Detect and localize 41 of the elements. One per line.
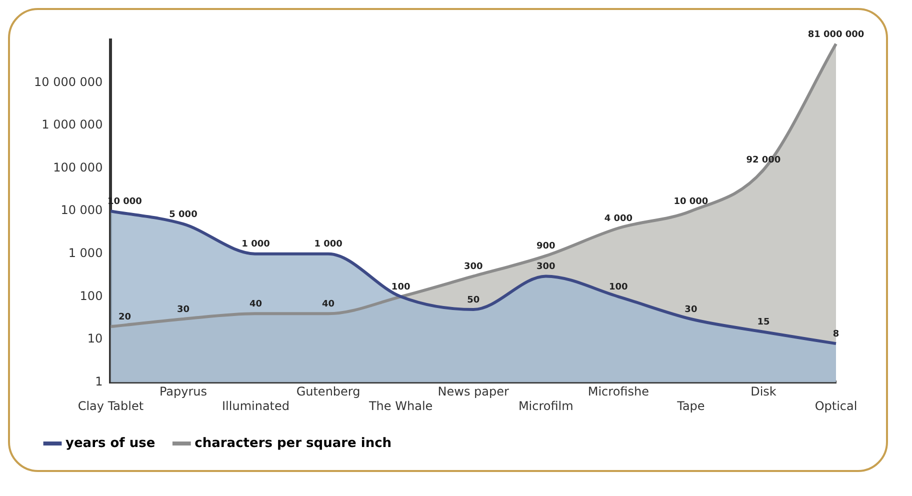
legend-label: years of use — [66, 436, 156, 451]
y-tick-label: 1 — [95, 374, 103, 388]
x-tick-label: Microfilm — [518, 398, 574, 413]
y-tick-label: 100 000 — [53, 160, 103, 174]
x-tick-label: Microfishe — [588, 384, 649, 399]
data-label: 50 — [467, 295, 480, 306]
data-label: 20 — [118, 312, 131, 322]
data-label: 300 — [464, 262, 483, 272]
data-label: 30 — [176, 304, 190, 315]
data-label: 40 — [250, 300, 262, 310]
legend-label: characters per square inch — [194, 436, 392, 451]
data-label: 100 — [391, 282, 410, 292]
data-label: 5 000 — [169, 210, 198, 220]
data-label: 4 000 — [604, 214, 633, 224]
data-label: 900 — [536, 242, 556, 252]
data-label: 100 — [609, 282, 628, 292]
y-tick-label: 1 000 — [68, 246, 103, 260]
data-label: 300 — [536, 262, 556, 272]
data-label: 10 000 — [674, 196, 708, 207]
data-label: 81 000 000 — [808, 30, 864, 40]
x-tick-label: Illuminated — [222, 398, 290, 413]
x-tick-label: The Whale — [368, 398, 433, 413]
data-label: 1 000 — [242, 240, 270, 250]
x-tick-label: News paper — [438, 384, 509, 399]
data-label: 92 000 — [746, 156, 781, 166]
data-label: 30 — [684, 304, 698, 315]
y-tick-label: 10 000 — [60, 203, 103, 218]
x-tick-label: Papyrus — [159, 384, 208, 399]
data-label: 8 — [832, 329, 840, 340]
y-tick-label: 1 000 000 — [42, 118, 103, 132]
x-tick-label: Gutenberg — [296, 384, 360, 399]
y-tick-label: 10 — [87, 332, 103, 346]
y-tick-label: 10 000 000 — [34, 74, 103, 89]
x-tick-label: Optical — [814, 398, 858, 413]
data-label: 40 — [322, 300, 335, 310]
data-label: 1 000 — [314, 240, 342, 250]
data-label: 15 — [757, 318, 770, 328]
x-tick-label: Clay Tablet — [78, 398, 144, 413]
y-tick-label: 100 — [80, 288, 103, 303]
x-tick-label: Disk — [750, 384, 776, 399]
x-tick-label: Tape — [676, 398, 705, 413]
